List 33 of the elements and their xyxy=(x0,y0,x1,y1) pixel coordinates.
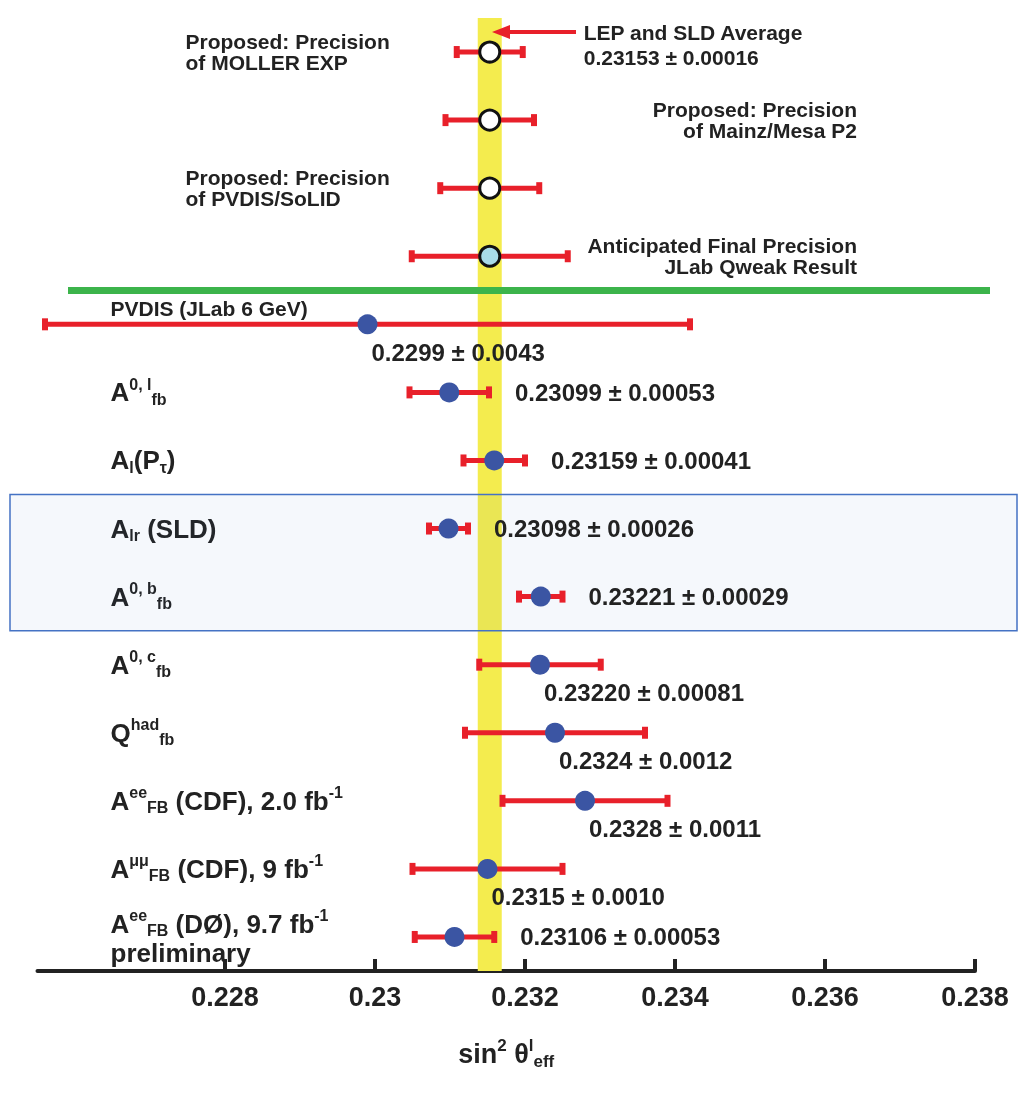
x-tick-label: 0.228 xyxy=(191,981,259,1012)
point xyxy=(477,858,498,879)
y-tick-label: Anticipated Final Precision JLab Qweak Result xyxy=(587,234,857,279)
point xyxy=(444,926,465,947)
point xyxy=(530,654,550,675)
data-label: 0.23159 ± 0.00041 xyxy=(551,446,752,474)
y-tick-label: Proposed: Precision of Mainz/Mesa P2 xyxy=(652,98,857,143)
band-label: LEP and SLD Average 0.23153 ± 0.00016 xyxy=(583,21,803,69)
x-tick-label: 0.236 xyxy=(791,981,859,1012)
x-tick-label: 0.238 xyxy=(941,981,1009,1012)
point xyxy=(357,314,378,335)
x-tick-label: 0.23 xyxy=(348,981,402,1012)
point xyxy=(478,108,502,132)
data-label: 0.23221 ± 0.00029 xyxy=(588,583,789,611)
point xyxy=(438,518,459,539)
point xyxy=(575,790,595,811)
point xyxy=(545,722,565,743)
y-tick-label: Proposed: Precision of MOLLER EXP xyxy=(185,30,390,75)
x-tick-label: 0.234 xyxy=(641,981,709,1012)
point xyxy=(530,586,551,607)
point xyxy=(439,382,460,403)
point xyxy=(478,40,502,64)
data-label: 0.23099 ± 0.00053 xyxy=(515,378,716,406)
y-tick-label: Proposed: Precision of PVDIS/SoLID xyxy=(185,166,390,211)
data-label: 0.2328 ± 0.0011 xyxy=(589,815,761,843)
data-label: 0.23220 ± 0.00081 xyxy=(544,679,745,707)
point xyxy=(478,244,502,268)
point xyxy=(484,450,505,471)
point xyxy=(478,176,502,200)
y-tick-label: PVDIS (JLab 6 GeV) xyxy=(110,296,308,320)
data-label: 0.2324 ± 0.0012 xyxy=(559,747,733,775)
x-tick-label: 0.232 xyxy=(491,981,559,1012)
data-label: 0.23106 ± 0.00053 xyxy=(520,923,721,951)
